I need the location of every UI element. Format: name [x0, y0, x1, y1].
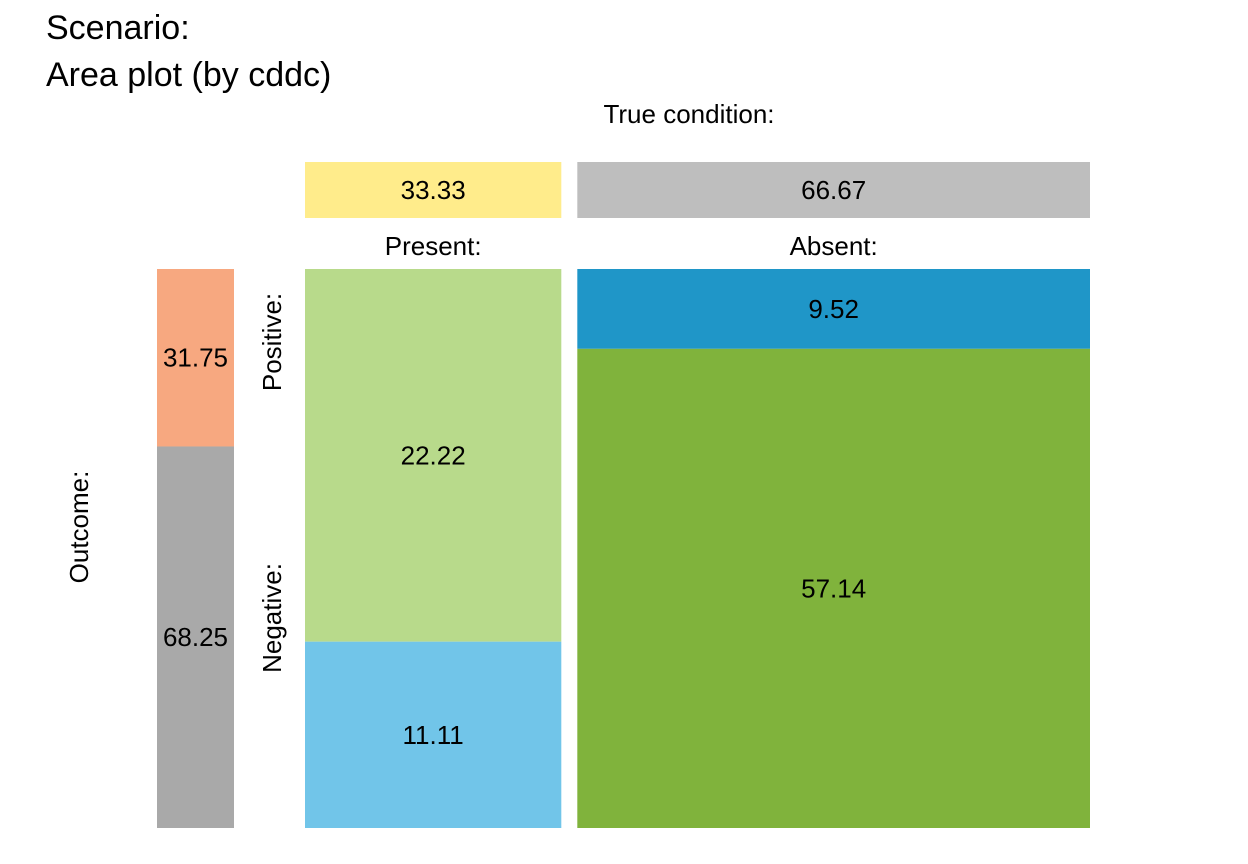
row-bar-negative-value: 68.25: [163, 622, 228, 652]
chart-title-line-1: Scenario:: [46, 9, 190, 47]
row-heading: Outcome:: [64, 471, 94, 584]
cell-absent-negative: [577, 348, 1090, 828]
chart-title-line-2: Area plot (by cddc): [46, 56, 332, 94]
column-bar-absent: [577, 162, 1090, 218]
column-bar-absent-value: 66.67: [801, 175, 866, 205]
cell-present-positive-value: 22.22: [401, 440, 466, 470]
column-label-absent: Absent:: [790, 231, 878, 261]
cell-absent-positive: [577, 269, 1090, 349]
cell-absent-positive-value: 9.52: [808, 294, 859, 324]
column-heading: True condition:: [603, 99, 774, 129]
cell-present-positive: [305, 269, 562, 642]
row-bar-positive-value: 31.75: [163, 343, 228, 373]
row-bar-positive: [157, 269, 234, 447]
column-bar-present-value: 33.33: [401, 175, 466, 205]
row-bar-negative: [157, 446, 234, 828]
column-bar-present: [305, 162, 562, 218]
row-label-positive: Positive:: [257, 293, 287, 391]
cell-present-negative-value: 11.11: [403, 720, 464, 750]
column-label-present: Present:: [385, 231, 482, 261]
row-label-negative: Negative:: [257, 563, 287, 673]
cell-absent-negative-value: 57.14: [801, 573, 866, 603]
cell-present-negative: [305, 641, 562, 828]
